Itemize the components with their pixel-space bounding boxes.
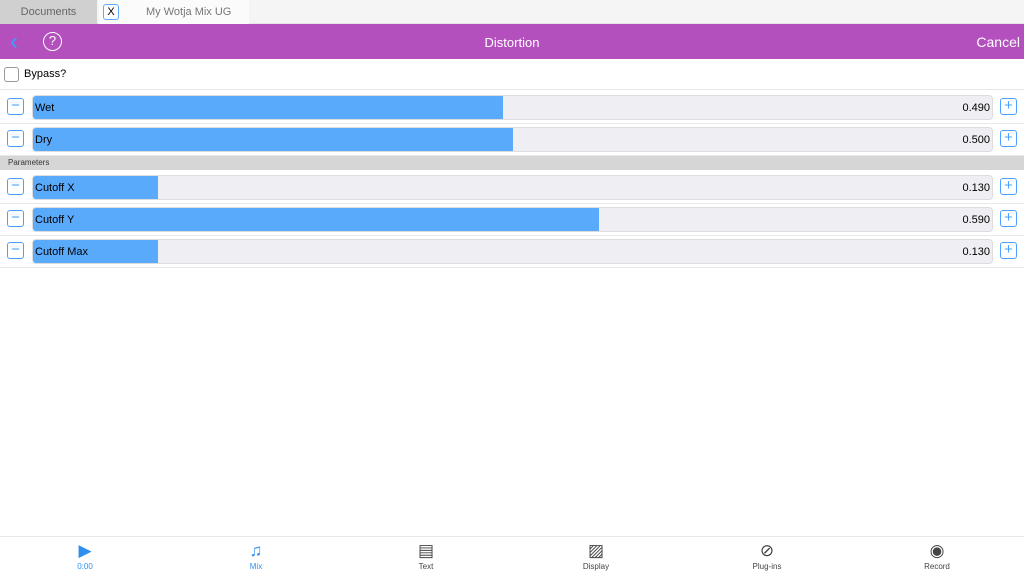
slider-label: Cutoff X — [35, 182, 75, 194]
bottom-toolbar: ▶ 0:00 ♫ Mix ▤ Text ▨ Display ⊘ Plug-ins ◉ Record — [0, 536, 1024, 576]
slider[interactable]: Cutoff Max 0.130 — [32, 239, 993, 264]
slider-value: 0.500 — [962, 134, 990, 146]
decrement-button[interactable]: − — [7, 178, 24, 195]
toolbar-label: Text — [418, 562, 434, 571]
toolbar-item-display[interactable]: ▨ Display — [556, 540, 636, 571]
increment-button[interactable]: + — [1000, 130, 1017, 147]
slider-row: − Cutoff Max 0.130 + — [0, 236, 1024, 268]
increment-button[interactable]: + — [1000, 178, 1017, 195]
image-icon: ▨ — [587, 541, 605, 560]
decrement-button[interactable]: − — [7, 98, 24, 115]
slider[interactable]: Cutoff Y 0.590 — [32, 207, 993, 232]
toolbar-item-record[interactable]: ◉ Record — [897, 540, 977, 571]
bypass-label: Bypass? — [24, 68, 67, 80]
toolbar-label: Plug-ins — [752, 562, 782, 571]
section-header-parameters: Parameters — [0, 155, 1024, 170]
decrement-button[interactable]: − — [7, 210, 24, 227]
slider-label: Wet — [35, 102, 55, 114]
nav-bar: ‹ ? Distortion Cancel — [0, 24, 1024, 59]
toolbar-label: Record — [924, 562, 950, 571]
close-tab-button[interactable]: X — [103, 4, 119, 20]
increment-button[interactable]: + — [1000, 210, 1017, 227]
slider-value: 0.590 — [962, 214, 990, 226]
toolbar-item-mix[interactable]: ♫ Mix — [216, 540, 296, 571]
slider-label: Cutoff Y — [35, 214, 75, 226]
slider-label: Dry — [35, 134, 53, 146]
slider-row: − Cutoff Y 0.590 + — [0, 204, 1024, 236]
cancel-button[interactable]: Cancel — [976, 34, 1020, 50]
slider-label: Cutoff Max — [35, 246, 88, 258]
bypass-checkbox[interactable] — [4, 67, 19, 82]
slider-row: − Dry 0.500 + — [0, 124, 1024, 156]
slider-row: − Cutoff X 0.130 + — [0, 172, 1024, 204]
slider-value: 0.490 — [962, 102, 990, 114]
increment-button[interactable]: + — [1000, 98, 1017, 115]
play-icon: ▶ — [78, 541, 92, 560]
record-icon: ◉ — [929, 541, 945, 560]
music-note-icon: ♫ — [249, 541, 263, 560]
slider-value: 0.130 — [962, 246, 990, 258]
toolbar-item-text[interactable]: ▤ Text — [386, 540, 466, 571]
decrement-button[interactable]: − — [7, 130, 24, 147]
toolbar-item-plug-ins[interactable]: ⊘ Plug-ins — [727, 540, 807, 571]
slider-fill — [33, 208, 599, 231]
tab-current-document[interactable]: X My Wotja Mix UG — [99, 0, 249, 24]
tab-bar: Documents X My Wotja Mix UG — [0, 0, 1024, 24]
document-icon: ▤ — [417, 541, 435, 560]
slider-fill — [33, 96, 503, 119]
slider-fill — [33, 240, 158, 263]
slider-row: − Wet 0.490 + — [0, 92, 1024, 124]
back-chevron-icon[interactable]: ‹ — [10, 28, 18, 55]
decrement-button[interactable]: − — [7, 242, 24, 259]
slider-value: 0.130 — [962, 182, 990, 194]
slider[interactable]: Dry 0.500 — [32, 127, 993, 152]
toolbar-label: Mix — [249, 562, 263, 571]
slider[interactable]: Cutoff X 0.130 — [32, 175, 993, 200]
slider[interactable]: Wet 0.490 — [32, 95, 993, 120]
help-icon[interactable]: ? — [43, 32, 62, 51]
increment-button[interactable]: + — [1000, 242, 1017, 259]
plug-icon: ⊘ — [759, 541, 775, 560]
tab-documents[interactable]: Documents — [0, 0, 97, 24]
page-title: Distortion — [484, 35, 540, 50]
slider-fill — [33, 128, 513, 151]
slider-fill — [33, 176, 158, 199]
toolbar-item-0-00[interactable]: ▶ 0:00 — [45, 540, 125, 571]
toolbar-label: 0:00 — [77, 562, 93, 571]
tab-label: My Wotja Mix UG — [146, 6, 232, 18]
bypass-row: Bypass? — [0, 62, 1024, 90]
toolbar-label: Display — [582, 562, 610, 571]
